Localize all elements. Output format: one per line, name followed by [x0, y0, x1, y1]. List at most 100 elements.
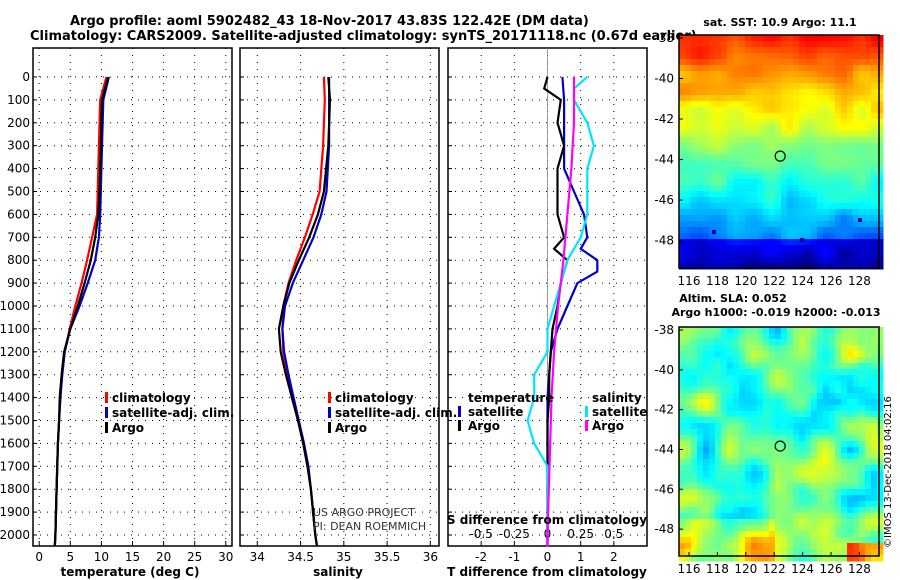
map-cell — [685, 405, 692, 412]
map-cell — [775, 429, 782, 436]
map-cell — [805, 107, 812, 114]
map-cell — [835, 251, 842, 258]
map-cell — [715, 125, 722, 132]
map-cell — [727, 47, 734, 54]
map-cell — [739, 465, 746, 472]
map-cell — [781, 495, 788, 502]
map-cell — [799, 327, 806, 334]
map-cell — [709, 351, 716, 358]
map-cell — [697, 531, 704, 538]
map-cell — [751, 179, 758, 186]
map-cell — [805, 459, 812, 466]
map-cell — [835, 351, 842, 358]
map-cell — [781, 549, 788, 556]
map-cell — [829, 381, 836, 388]
map-cell — [817, 35, 824, 42]
map-cell — [727, 549, 734, 556]
map-cell — [823, 441, 830, 448]
map-cell — [799, 543, 806, 550]
map-cell — [751, 441, 758, 448]
map-cell — [805, 185, 812, 192]
map-cell — [787, 167, 794, 174]
map-cell — [805, 501, 812, 508]
map-cell — [805, 381, 812, 388]
map-cell — [721, 477, 728, 484]
map-cell — [697, 101, 704, 108]
map-cell — [727, 435, 734, 442]
map-cell — [685, 179, 692, 186]
map-cell — [823, 149, 830, 156]
map-cell — [823, 245, 830, 252]
map-cell — [805, 357, 812, 364]
map-cell — [823, 549, 830, 556]
map-cell — [769, 477, 776, 484]
map-cell — [799, 489, 806, 496]
map-cell — [703, 345, 710, 352]
map-cell — [877, 405, 884, 412]
map-cell — [841, 173, 848, 180]
map-cell — [739, 357, 746, 364]
map-cell — [715, 215, 722, 222]
map-cell — [703, 119, 710, 126]
map-cell — [877, 71, 884, 78]
map-cell — [877, 501, 884, 508]
map-cell — [841, 327, 848, 334]
map-cell — [721, 161, 728, 168]
map-cell — [715, 549, 722, 556]
map-cell — [811, 203, 818, 210]
map-cell — [829, 525, 836, 532]
map-cell — [697, 549, 704, 556]
map-cell — [841, 363, 848, 370]
map-cell — [769, 131, 776, 138]
map-cell — [805, 351, 812, 358]
map-cell — [685, 513, 692, 520]
map-cell — [733, 233, 740, 240]
map-cell — [697, 95, 704, 102]
map-cell — [811, 459, 818, 466]
map-cell — [859, 173, 866, 180]
map-cell — [769, 77, 776, 84]
map-cell — [697, 555, 704, 562]
map-cell — [703, 387, 710, 394]
map-cell — [703, 53, 710, 60]
map-cell — [799, 423, 806, 430]
map-cell — [841, 131, 848, 138]
map-cell — [865, 101, 872, 108]
map-cell — [811, 471, 818, 478]
map-cell — [739, 345, 746, 352]
map-cell — [697, 459, 704, 466]
map-cell — [877, 417, 884, 424]
map-cell — [847, 531, 854, 538]
map-cell — [739, 227, 746, 234]
map-cell — [841, 525, 848, 532]
map-cell — [787, 435, 794, 442]
map-cell — [799, 519, 806, 526]
map-cell — [865, 393, 872, 400]
map-cell — [769, 149, 776, 156]
map-cell — [853, 549, 860, 556]
map-cell — [745, 143, 752, 150]
map-cell — [763, 537, 770, 544]
map-cell — [787, 179, 794, 186]
map-cell — [769, 41, 776, 48]
map-cell — [859, 245, 866, 252]
map-cell — [859, 227, 866, 234]
x-tick-label: -2 — [475, 550, 487, 564]
map-cell — [691, 155, 698, 162]
map-cell — [721, 71, 728, 78]
map-cell — [823, 191, 830, 198]
map-cell — [691, 549, 698, 556]
map-cell — [781, 257, 788, 264]
map-cell — [817, 543, 824, 550]
map-cell — [679, 185, 686, 192]
map-cell — [733, 245, 740, 252]
map-cell — [799, 227, 806, 234]
x-tick-label: 5 — [66, 550, 74, 564]
map-cell — [739, 191, 746, 198]
map-cell — [853, 59, 860, 66]
map-cell — [679, 257, 686, 264]
map-cell — [691, 263, 698, 270]
map-cell — [751, 143, 758, 150]
map-cell — [733, 357, 740, 364]
map-cell — [691, 179, 698, 186]
